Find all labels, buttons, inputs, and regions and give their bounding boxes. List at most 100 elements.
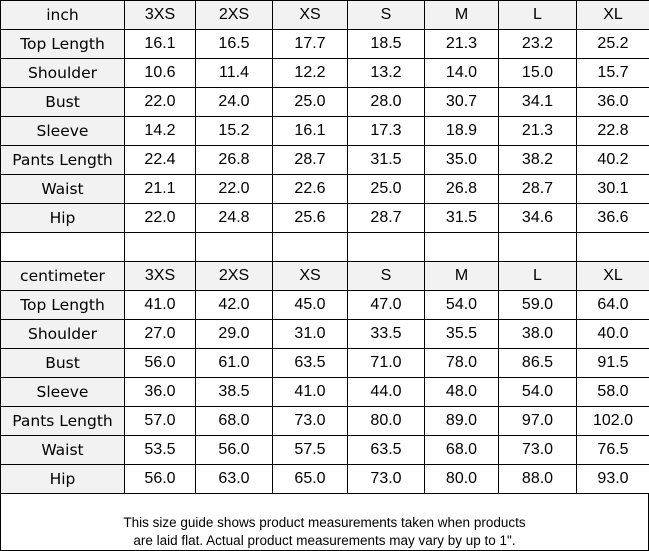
measurement-value: 61.0: [195, 348, 273, 378]
size-header-l: L: [498, 0, 577, 30]
measurement-value: 35.0: [424, 145, 499, 175]
measurement-value: 56.0: [124, 348, 196, 378]
size-header-2xs: 2XS: [195, 261, 273, 291]
measurement-value: 18.9: [424, 116, 499, 146]
measurement-value: 56.0: [124, 464, 196, 494]
measurement-value: 63.5: [272, 348, 348, 378]
unit-header: centimeter: [0, 261, 125, 291]
size-header-xs: XS: [272, 0, 348, 30]
measurement-value: 89.0: [424, 406, 499, 436]
table-row: Pants Length 57.0 68.0 73.0 80.0 89.0 97.0 102.…: [0, 406, 649, 436]
measurement-label: Sleeve: [0, 377, 125, 407]
size-guide-note: This size guide shows product measuremen…: [0, 494, 649, 551]
measurement-value: 12.2: [272, 58, 348, 88]
size-header-3xs: 3XS: [124, 261, 196, 291]
measurement-value: 91.5: [576, 348, 649, 378]
measurement-value: 22.8: [576, 116, 649, 146]
measurement-value: 58.0: [576, 377, 649, 407]
measurement-value: 18.5: [347, 29, 425, 59]
measurement-label: Hip: [0, 464, 125, 494]
measurement-label: Waist: [0, 174, 125, 204]
measurement-value: 25.6: [272, 203, 348, 233]
measurement-value: 16.5: [195, 29, 273, 59]
empty-cell: [498, 232, 577, 262]
measurement-value: 53.5: [124, 435, 196, 465]
table-row: Hip 56.0 63.0 65.0 73.0 80.0 88.0 93.0: [0, 464, 649, 494]
measurement-label: Pants Length: [0, 406, 125, 436]
measurement-value: 25.0: [347, 174, 425, 204]
table-row: Shoulder 10.6 11.4 12.2 13.2 14.0 15.0 15.7: [0, 58, 649, 88]
inch-header-row: inch 3XS 2XS XS S M L XL: [0, 0, 649, 30]
measurement-value: 29.0: [195, 319, 273, 349]
measurement-value: 15.7: [576, 58, 649, 88]
measurement-value: 54.0: [424, 290, 499, 320]
size-header-3xs: 3XS: [124, 0, 196, 30]
size-header-xs: XS: [272, 261, 348, 291]
size-header-m: M: [424, 261, 499, 291]
unit-header: inch: [0, 0, 125, 30]
empty-cell: [272, 232, 348, 262]
measurement-value: 73.0: [347, 464, 425, 494]
measurement-value: 31.5: [424, 203, 499, 233]
measurement-value: 22.4: [124, 145, 196, 175]
measurement-value: 10.6: [124, 58, 196, 88]
note-line-1: This size guide shows product measuremen…: [123, 515, 526, 530]
measurement-value: 45.0: [272, 290, 348, 320]
measurement-label: Hip: [0, 203, 125, 233]
table-row: Bust 22.0 24.0 25.0 28.0 30.7 34.1 36.0: [0, 87, 649, 117]
measurement-label: Shoulder: [0, 58, 125, 88]
size-header-xl: XL: [576, 261, 649, 291]
table-row: Waist 21.1 22.0 22.6 25.0 26.8 28.7 30.1: [0, 174, 649, 204]
measurement-value: 38.2: [498, 145, 577, 175]
measurement-value: 23.2: [498, 29, 577, 59]
measurement-value: 28.7: [272, 145, 348, 175]
empty-cell: [347, 232, 425, 262]
measurement-label: Top Length: [0, 29, 125, 59]
table-row: Sleeve 14.2 15.2 16.1 17.3 18.9 21.3 22.8: [0, 116, 649, 146]
measurement-value: 41.0: [272, 377, 348, 407]
table-row: Hip 22.0 24.8 25.6 28.7 31.5 34.6 36.6: [0, 203, 649, 233]
measurement-value: 73.0: [498, 435, 577, 465]
measurement-value: 26.8: [424, 174, 499, 204]
measurement-value: 36.0: [124, 377, 196, 407]
empty-cell: [0, 232, 125, 262]
measurement-label: Shoulder: [0, 319, 125, 349]
measurement-value: 11.4: [195, 58, 273, 88]
measurement-value: 16.1: [272, 116, 348, 146]
measurement-value: 38.5: [195, 377, 273, 407]
measurement-value: 76.5: [576, 435, 649, 465]
measurement-value: 34.6: [498, 203, 577, 233]
measurement-value: 56.0: [195, 435, 273, 465]
measurement-value: 44.0: [347, 377, 425, 407]
measurement-value: 16.1: [124, 29, 196, 59]
table-row: Top Length 16.1 16.5 17.7 18.5 21.3 23.2 25.2: [0, 29, 649, 59]
measurement-value: 21.3: [424, 29, 499, 59]
measurement-value: 78.0: [424, 348, 499, 378]
measurement-value: 80.0: [347, 406, 425, 436]
size-header-l: L: [498, 261, 577, 291]
measurement-value: 24.8: [195, 203, 273, 233]
measurement-value: 40.2: [576, 145, 649, 175]
measurement-value: 57.0: [124, 406, 196, 436]
measurement-value: 28.0: [347, 87, 425, 117]
table-row: Shoulder 27.0 29.0 31.0 33.5 35.5 38.0 40.0: [0, 319, 649, 349]
measurement-value: 15.2: [195, 116, 273, 146]
measurement-value: 28.7: [498, 174, 577, 204]
measurement-value: 22.0: [195, 174, 273, 204]
measurement-value: 22.0: [124, 203, 196, 233]
measurement-value: 27.0: [124, 319, 196, 349]
measurement-value: 80.0: [424, 464, 499, 494]
measurement-value: 33.5: [347, 319, 425, 349]
measurement-value: 68.0: [195, 406, 273, 436]
size-header-2xs: 2XS: [195, 0, 273, 30]
spacer-row: [0, 232, 649, 262]
measurement-value: 57.5: [272, 435, 348, 465]
measurement-value: 35.5: [424, 319, 499, 349]
measurement-value: 97.0: [498, 406, 577, 436]
measurement-label: Top Length: [0, 290, 125, 320]
measurement-value: 102.0: [576, 406, 649, 436]
measurement-value: 48.0: [424, 377, 499, 407]
measurement-value: 42.0: [195, 290, 273, 320]
table-row: Waist 53.5 56.0 57.5 63.5 68.0 73.0 76.5: [0, 435, 649, 465]
measurement-value: 41.0: [124, 290, 196, 320]
